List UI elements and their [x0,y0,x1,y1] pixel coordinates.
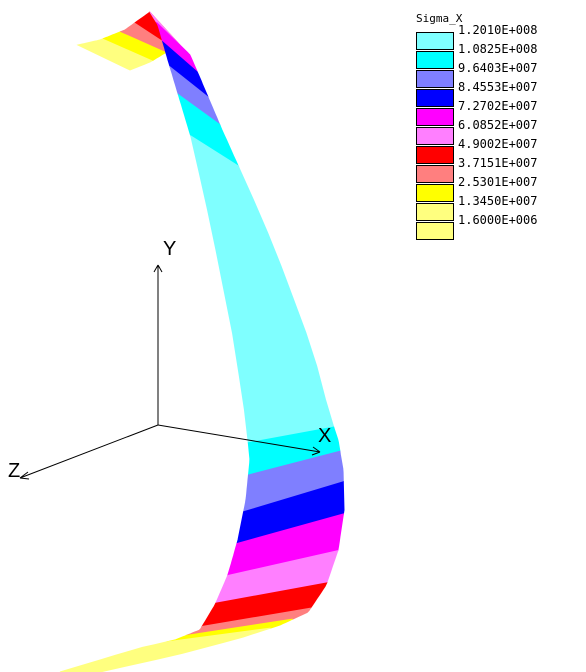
x-axis-arrowhead [312,446,321,453]
y-axis-label: Y [163,238,177,260]
x-axis-arrowhead [311,451,321,456]
legend-swatch [416,89,454,107]
legend-label: 4.9002E+007 [458,137,538,151]
stress-band [59,627,271,672]
legend-label: 3.7151E+007 [458,156,538,170]
legend-label: 1.6000E+006 [458,213,538,227]
x-axis-label: X [318,425,332,447]
legend-title: Sigma_X [416,12,463,25]
legend-label: 6.0852E+007 [458,118,538,132]
legend-swatch [416,165,454,183]
legend-label: 1.3450E+007 [458,194,538,208]
legend-swatch [416,203,454,221]
legend-swatch [416,184,454,202]
z-axis-line [19,424,159,479]
legend-swatch [416,108,454,126]
legend-swatch [416,146,454,164]
z-axis-arrowhead [19,477,30,480]
legend-label: 7.2702E+007 [458,99,538,113]
legend-label: 9.6403E+007 [458,61,538,75]
legend-swatch [416,127,454,145]
stress-band [190,134,335,444]
legend-swatch [416,32,454,50]
legend-swatch [416,222,454,240]
legend-label: 1.0825E+008 [458,42,538,56]
legend-label: 8.4553E+007 [458,80,538,94]
legend-swatch [416,51,454,69]
y-axis-arrowhead [157,264,163,273]
legend-label: 1.2010E+008 [458,23,538,37]
x-axis-line [157,424,321,453]
legend-swatch [416,70,454,88]
z-axis-arrowhead [19,471,29,479]
z-axis-label: Z [8,460,21,482]
y-axis-arrowhead [153,264,159,273]
legend-label: 2.5301E+007 [458,175,538,189]
